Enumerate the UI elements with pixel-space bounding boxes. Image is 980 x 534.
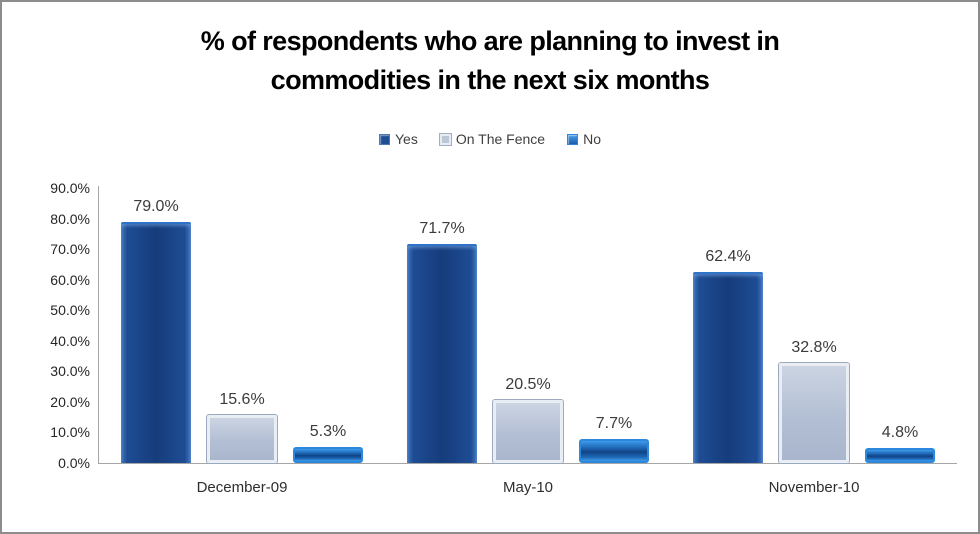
legend-label: No — [583, 131, 601, 147]
x-category-label: May-10 — [502, 479, 554, 496]
bar-value-label: 7.7% — [595, 415, 633, 433]
y-tick-label: 20.0% — [50, 393, 90, 410]
legend-label: Yes — [395, 131, 418, 147]
chart-title-line2: commodities in the next six months — [270, 65, 710, 95]
y-tick-label: 10.0% — [50, 424, 90, 441]
bar-value-label: 32.8% — [791, 338, 837, 356]
bar-value-label: 4.8% — [881, 424, 919, 442]
bar-value-label: 62.4% — [705, 248, 751, 266]
bar — [865, 448, 935, 463]
legend-item: Yes — [379, 131, 418, 147]
bar-value-label: 15.6% — [219, 391, 265, 409]
bar-group: 71.7% 20.5% 7.7% — [385, 188, 671, 463]
legend-item: No — [567, 131, 601, 147]
y-tick-label: 70.0% — [50, 241, 90, 258]
bar-wrapper: 5.3% — [293, 423, 363, 463]
plot-area: 79.0% 15.6% 5.3% 71.7% 20.5% 7.7% 62.4% 32.8% 4.… — [99, 188, 957, 463]
bar-value-label: 5.3% — [309, 422, 347, 440]
bar-group: 62.4% 32.8% 4.8% — [671, 188, 957, 463]
y-tick-label: 40.0% — [50, 332, 90, 349]
bar-value-label: 79.0% — [133, 197, 179, 215]
bar-wrapper: 20.5% — [493, 376, 563, 463]
x-category-label: November-10 — [768, 479, 860, 496]
legend-item: On The Fence — [439, 131, 546, 147]
chart-title: % of respondents who are planning to inv… — [2, 22, 978, 100]
bar — [121, 221, 191, 463]
y-tick-label: 60.0% — [50, 271, 90, 288]
bar — [579, 439, 649, 463]
bar-wrapper: 4.8% — [865, 424, 935, 463]
bar-wrapper: 71.7% — [407, 220, 477, 463]
legend-swatch-icon — [439, 133, 451, 145]
bar-wrapper: 79.0% — [121, 198, 191, 463]
bar-value-label: 71.7% — [419, 219, 465, 237]
y-tick-label: 50.0% — [50, 302, 90, 319]
bar — [493, 400, 563, 463]
bar — [207, 415, 277, 463]
legend-label: On The Fence — [455, 131, 546, 147]
y-tick-label: 80.0% — [50, 210, 90, 227]
legend-swatch-icon — [379, 133, 390, 145]
y-tick-label: 90.0% — [50, 180, 90, 196]
bar — [693, 272, 763, 463]
bar — [293, 446, 363, 463]
bar — [779, 362, 849, 463]
chart-title-line1: % of respondents who are planning to inv… — [200, 26, 780, 56]
bar-wrapper: 7.7% — [579, 415, 649, 463]
bar — [407, 243, 477, 463]
x-axis-line — [98, 463, 957, 464]
x-axis-labels: December-09 May-10 November-10 — [99, 479, 957, 496]
bar-value-label: 20.5% — [505, 376, 551, 394]
bar-wrapper: 15.6% — [207, 391, 277, 463]
bar-wrapper: 32.8% — [779, 339, 849, 463]
bar-group: 79.0% 15.6% 5.3% — [99, 188, 385, 463]
y-axis-line — [98, 186, 99, 464]
legend-swatch-icon — [567, 133, 579, 145]
y-tick-label: 30.0% — [50, 363, 90, 380]
y-tick-label: 0.0% — [58, 455, 90, 471]
chart-legend: Yes On The Fence No — [2, 131, 978, 147]
bar-wrapper: 62.4% — [693, 248, 763, 463]
x-category-label: December-09 — [196, 479, 288, 496]
